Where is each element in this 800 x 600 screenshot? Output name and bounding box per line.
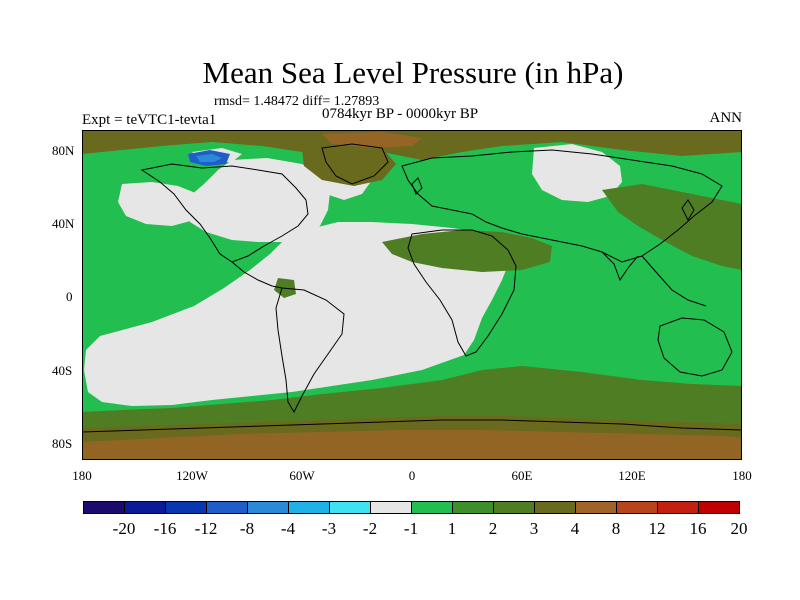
colorbar-swatch — [329, 501, 371, 514]
colorbar-swatch — [124, 501, 166, 514]
colorbar-swatch — [452, 501, 494, 514]
grey-zone-north-america — [186, 158, 330, 242]
coastline-australia — [657, 317, 733, 377]
olive-zone-greenland — [302, 144, 396, 186]
colorbar-label: -20 — [112, 519, 136, 538]
grey-zone-north-pacific — [118, 182, 204, 226]
season-label: ANN — [709, 110, 743, 126]
colorbar-swatch — [288, 501, 330, 514]
colorbar-label: 4 — [570, 519, 580, 538]
brown-zone-antarctic-coast — [82, 430, 742, 460]
colorbar-swatch — [370, 501, 412, 514]
colorbar-label: -2 — [362, 519, 378, 538]
coastline-japan — [681, 199, 695, 222]
lat-tick-0: 0 — [66, 289, 73, 304]
colorbar-label: 1 — [447, 519, 457, 538]
lon-tick-180-west: 180 — [72, 468, 92, 483]
colorbar-swatch — [165, 501, 207, 514]
coastline-southeast-asia — [641, 255, 707, 307]
lon-tick-120e: 120E — [618, 468, 646, 483]
colorbar-label: -3 — [321, 519, 337, 538]
grey-zone-siberia — [532, 144, 622, 202]
colorbar-label: 16 — [689, 519, 707, 538]
colorbar-label: 20 — [730, 519, 748, 538]
colorbar-swatch — [575, 501, 617, 514]
colorbar-swatch — [698, 501, 740, 514]
colorbar-label: -8 — [239, 519, 255, 538]
grey-zone-south-pacific-atlantic — [84, 222, 512, 406]
coastline-africa — [407, 229, 517, 357]
coastlines — [82, 143, 742, 433]
colorbar-swatch — [616, 501, 658, 514]
colorbar-swatch — [657, 501, 699, 514]
colorbar-label: 3 — [529, 519, 539, 538]
colorbar-swatch — [206, 501, 248, 514]
colorbar-label: -16 — [153, 519, 177, 538]
colorbar-swatch — [534, 501, 576, 514]
coastline-greenland — [321, 143, 389, 185]
colorbar-swatch — [493, 501, 535, 514]
colorbar-label: -1 — [403, 519, 419, 538]
colorbar-swatch — [83, 501, 125, 514]
period-label: 0784kyr BP - 0000kyr BP — [322, 106, 479, 122]
colorbar-swatch — [411, 501, 453, 514]
colorbar-label: 8 — [611, 519, 621, 538]
coastline-north-america — [140, 163, 309, 263]
colorbar-label: 2 — [488, 519, 498, 538]
colorbar-label: 12 — [648, 519, 666, 538]
rmsd-diff-stats: rmsd= 1.48472 diff= 1.27893 — [214, 94, 380, 109]
lat-tick-80s: 80S — [52, 436, 73, 451]
lon-tick-60w: 60W — [289, 468, 315, 483]
colorbar-swatch — [247, 501, 289, 514]
colorbar-label: -4 — [280, 519, 296, 538]
map-frame — [82, 130, 742, 460]
coastline-antarctica — [82, 419, 742, 433]
lon-tick-120w: 120W — [176, 468, 208, 483]
colorbar-label: -12 — [194, 519, 218, 538]
lat-tick-40s: 40S — [52, 363, 73, 378]
lat-tick-80n: 80N — [52, 143, 75, 158]
lon-tick-180-east: 180 — [732, 468, 752, 483]
map-title: Mean Sea Level Pressure (in hPa) — [202, 55, 624, 90]
experiment-label: Expt = teVTC1-tevta1 — [82, 112, 217, 128]
lat-tick-40n: 40N — [52, 216, 75, 231]
lon-tick-60e: 60E — [511, 468, 533, 483]
olive-zone-north-africa — [382, 230, 552, 272]
pressure-difference-map — [82, 130, 742, 460]
coastline-central-america — [231, 261, 283, 289]
coastline-india — [601, 251, 639, 282]
lon-tick-0: 0 — [408, 468, 416, 483]
blue-zone-canadian-arctic-light — [196, 154, 222, 162]
coastline-south-america — [275, 287, 345, 414]
coastline-uk — [411, 177, 423, 195]
brown-zone-arctic — [322, 132, 422, 148]
